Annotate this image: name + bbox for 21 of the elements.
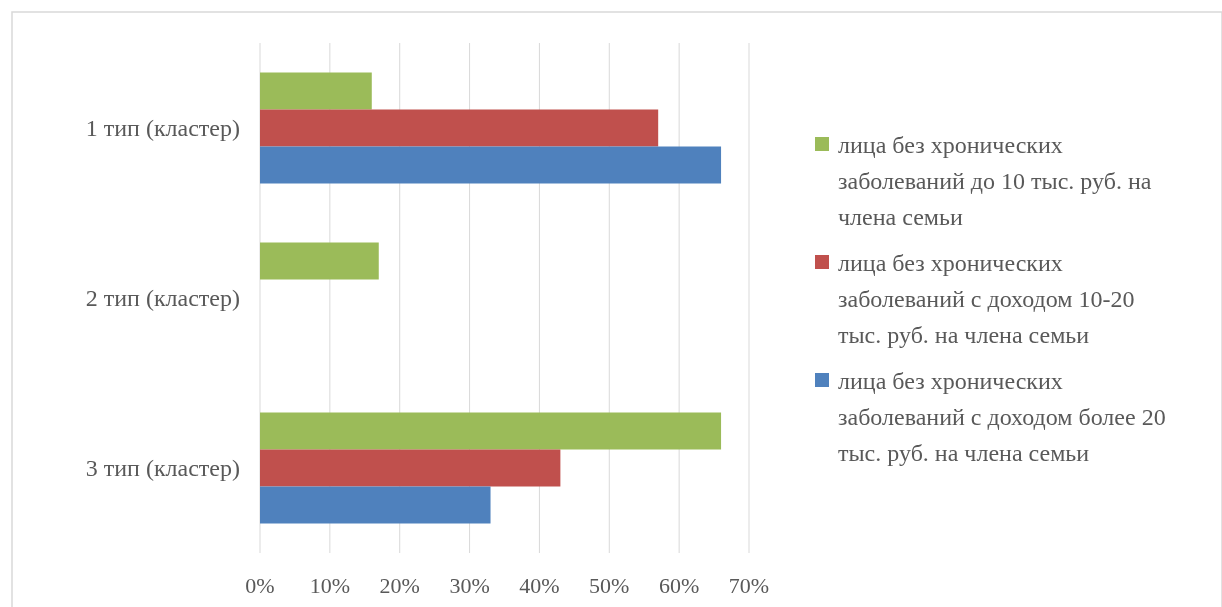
bar xyxy=(260,72,372,110)
y-tick-label: 3 тип (кластер) xyxy=(85,455,240,481)
bar xyxy=(260,486,491,524)
x-tick-label: 50% xyxy=(589,573,630,598)
x-tick-label: 60% xyxy=(658,573,700,598)
bar xyxy=(260,242,379,280)
bar xyxy=(260,146,722,184)
bar xyxy=(260,449,561,487)
x-tick-label: 40% xyxy=(519,573,560,598)
bar xyxy=(260,412,722,450)
y-tick-label: 2 тип (кластер) xyxy=(85,285,240,311)
x-tick-label: 0% xyxy=(245,573,275,598)
x-tick-label: 10% xyxy=(309,573,351,598)
y-tick-label: 1 тип (кластер) xyxy=(85,115,240,141)
bar xyxy=(260,109,659,147)
legend-label: лица без хронических заболеваний с доходом более 20 тыс. руб. на члена семьи xyxy=(838,368,1166,466)
legend-label: лица без хронических заболеваний до 10 тыс. руб. на члена семьи xyxy=(838,132,1152,230)
x-tick-label: 20% xyxy=(379,573,420,598)
x-tick-label: 70% xyxy=(728,573,770,598)
legend-label: лица без хронических заболеваний с доходом 10-20 тыс. руб. на члена семьи xyxy=(838,250,1135,348)
x-tick-label: 30% xyxy=(449,573,490,598)
